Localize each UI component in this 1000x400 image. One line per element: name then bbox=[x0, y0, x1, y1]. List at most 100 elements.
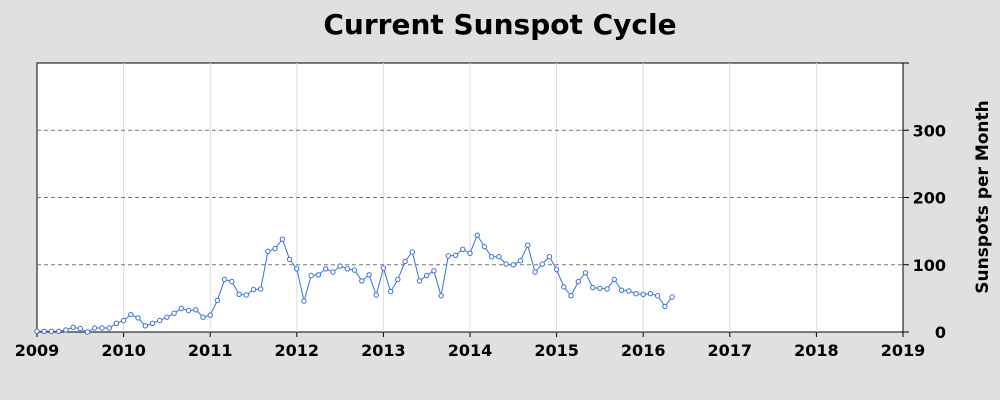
data-point bbox=[618, 287, 625, 293]
x-tick-label: 2013 bbox=[361, 341, 406, 360]
data-point bbox=[366, 272, 372, 278]
data-point bbox=[178, 305, 185, 312]
data-point bbox=[221, 276, 228, 283]
x-tick-label: 2017 bbox=[708, 341, 753, 360]
data-point bbox=[142, 323, 149, 329]
data-point bbox=[128, 311, 134, 318]
data-point bbox=[467, 250, 473, 257]
data-point bbox=[92, 325, 98, 331]
data-point bbox=[452, 252, 459, 259]
data-point bbox=[481, 243, 488, 250]
y-tick-label: 300 bbox=[913, 121, 946, 140]
data-point bbox=[611, 276, 617, 283]
data-point bbox=[647, 291, 654, 297]
data-point bbox=[424, 272, 430, 279]
x-tick-label: 2019 bbox=[881, 341, 926, 360]
data-point bbox=[510, 262, 516, 268]
data-point bbox=[272, 245, 278, 252]
data-point bbox=[200, 314, 206, 320]
data-point bbox=[157, 317, 163, 324]
data-point bbox=[171, 310, 177, 316]
data-point bbox=[474, 232, 480, 238]
x-tick-label: 2011 bbox=[188, 341, 233, 360]
y-tick-label: 0 bbox=[935, 323, 946, 342]
data-point bbox=[604, 286, 610, 292]
x-tick-label: 2012 bbox=[275, 341, 320, 360]
data-point bbox=[330, 269, 336, 275]
x-tick-label: 2009 bbox=[15, 341, 60, 360]
data-point bbox=[84, 329, 91, 335]
data-point bbox=[323, 266, 329, 272]
y-tick-labels: 0 100 200 300 bbox=[913, 121, 946, 342]
data-point bbox=[229, 278, 235, 285]
data-point bbox=[395, 276, 401, 283]
data-point bbox=[207, 312, 213, 318]
data-point bbox=[561, 284, 567, 290]
data-point bbox=[77, 325, 84, 332]
x-tick-label: 2014 bbox=[448, 341, 493, 360]
data-point bbox=[149, 320, 156, 326]
data-point bbox=[34, 328, 40, 334]
x-tick-label: 2016 bbox=[621, 341, 666, 360]
data-point bbox=[553, 266, 560, 273]
x-tick-label: 2015 bbox=[534, 341, 579, 360]
data-point bbox=[409, 249, 415, 255]
data-point bbox=[438, 293, 444, 299]
data-point bbox=[164, 314, 170, 320]
data-points bbox=[34, 232, 675, 335]
data-point bbox=[106, 325, 112, 331]
data-point bbox=[525, 242, 531, 248]
data-point bbox=[590, 284, 596, 291]
data-point bbox=[445, 253, 451, 259]
data-point bbox=[63, 327, 69, 333]
data-point bbox=[496, 254, 502, 260]
data-point bbox=[416, 278, 423, 284]
data-point bbox=[575, 278, 581, 285]
data-point bbox=[193, 307, 199, 313]
y-tick-label: 100 bbox=[913, 256, 946, 275]
data-point bbox=[70, 324, 76, 330]
data-point bbox=[120, 317, 127, 324]
data-point bbox=[539, 261, 545, 267]
data-point bbox=[135, 315, 141, 321]
data-point bbox=[359, 278, 365, 284]
data-point bbox=[633, 291, 639, 297]
data-point bbox=[250, 286, 257, 293]
data-point bbox=[431, 268, 437, 274]
data-point bbox=[380, 265, 387, 271]
y-axis-label: Sunspots per Month bbox=[973, 100, 993, 294]
data-point bbox=[214, 297, 221, 304]
data-point bbox=[387, 288, 394, 295]
y-gridlines bbox=[37, 62, 909, 333]
data-point bbox=[48, 328, 55, 334]
data-point bbox=[294, 266, 300, 272]
data-point bbox=[301, 298, 307, 304]
x-tick-labels: 2009 2010 2011 2012 2013 2014 2015 2016 2017 2018… bbox=[15, 341, 926, 360]
data-point bbox=[568, 293, 574, 299]
data-point bbox=[597, 285, 603, 291]
data-point bbox=[626, 288, 632, 294]
data-point bbox=[99, 325, 105, 331]
data-point bbox=[546, 254, 553, 260]
data-point bbox=[279, 236, 286, 242]
data-point bbox=[582, 270, 589, 276]
data-point bbox=[56, 328, 62, 334]
data-point bbox=[113, 320, 120, 326]
data-point bbox=[373, 292, 379, 298]
data-point bbox=[185, 307, 192, 314]
data-point bbox=[640, 291, 646, 297]
data-point bbox=[243, 292, 250, 298]
data-point bbox=[669, 294, 675, 300]
x-tick-label: 2018 bbox=[794, 341, 839, 360]
data-point bbox=[315, 272, 322, 278]
x-tick-label: 2010 bbox=[101, 341, 146, 360]
y-tick-label: 200 bbox=[913, 189, 946, 208]
data-point bbox=[654, 293, 661, 299]
data-point bbox=[308, 272, 314, 279]
data-point bbox=[351, 267, 358, 273]
chart-title: Current Sunspot Cycle bbox=[323, 8, 676, 41]
data-point bbox=[337, 263, 343, 269]
data-point bbox=[236, 291, 242, 297]
data-point bbox=[662, 303, 668, 310]
